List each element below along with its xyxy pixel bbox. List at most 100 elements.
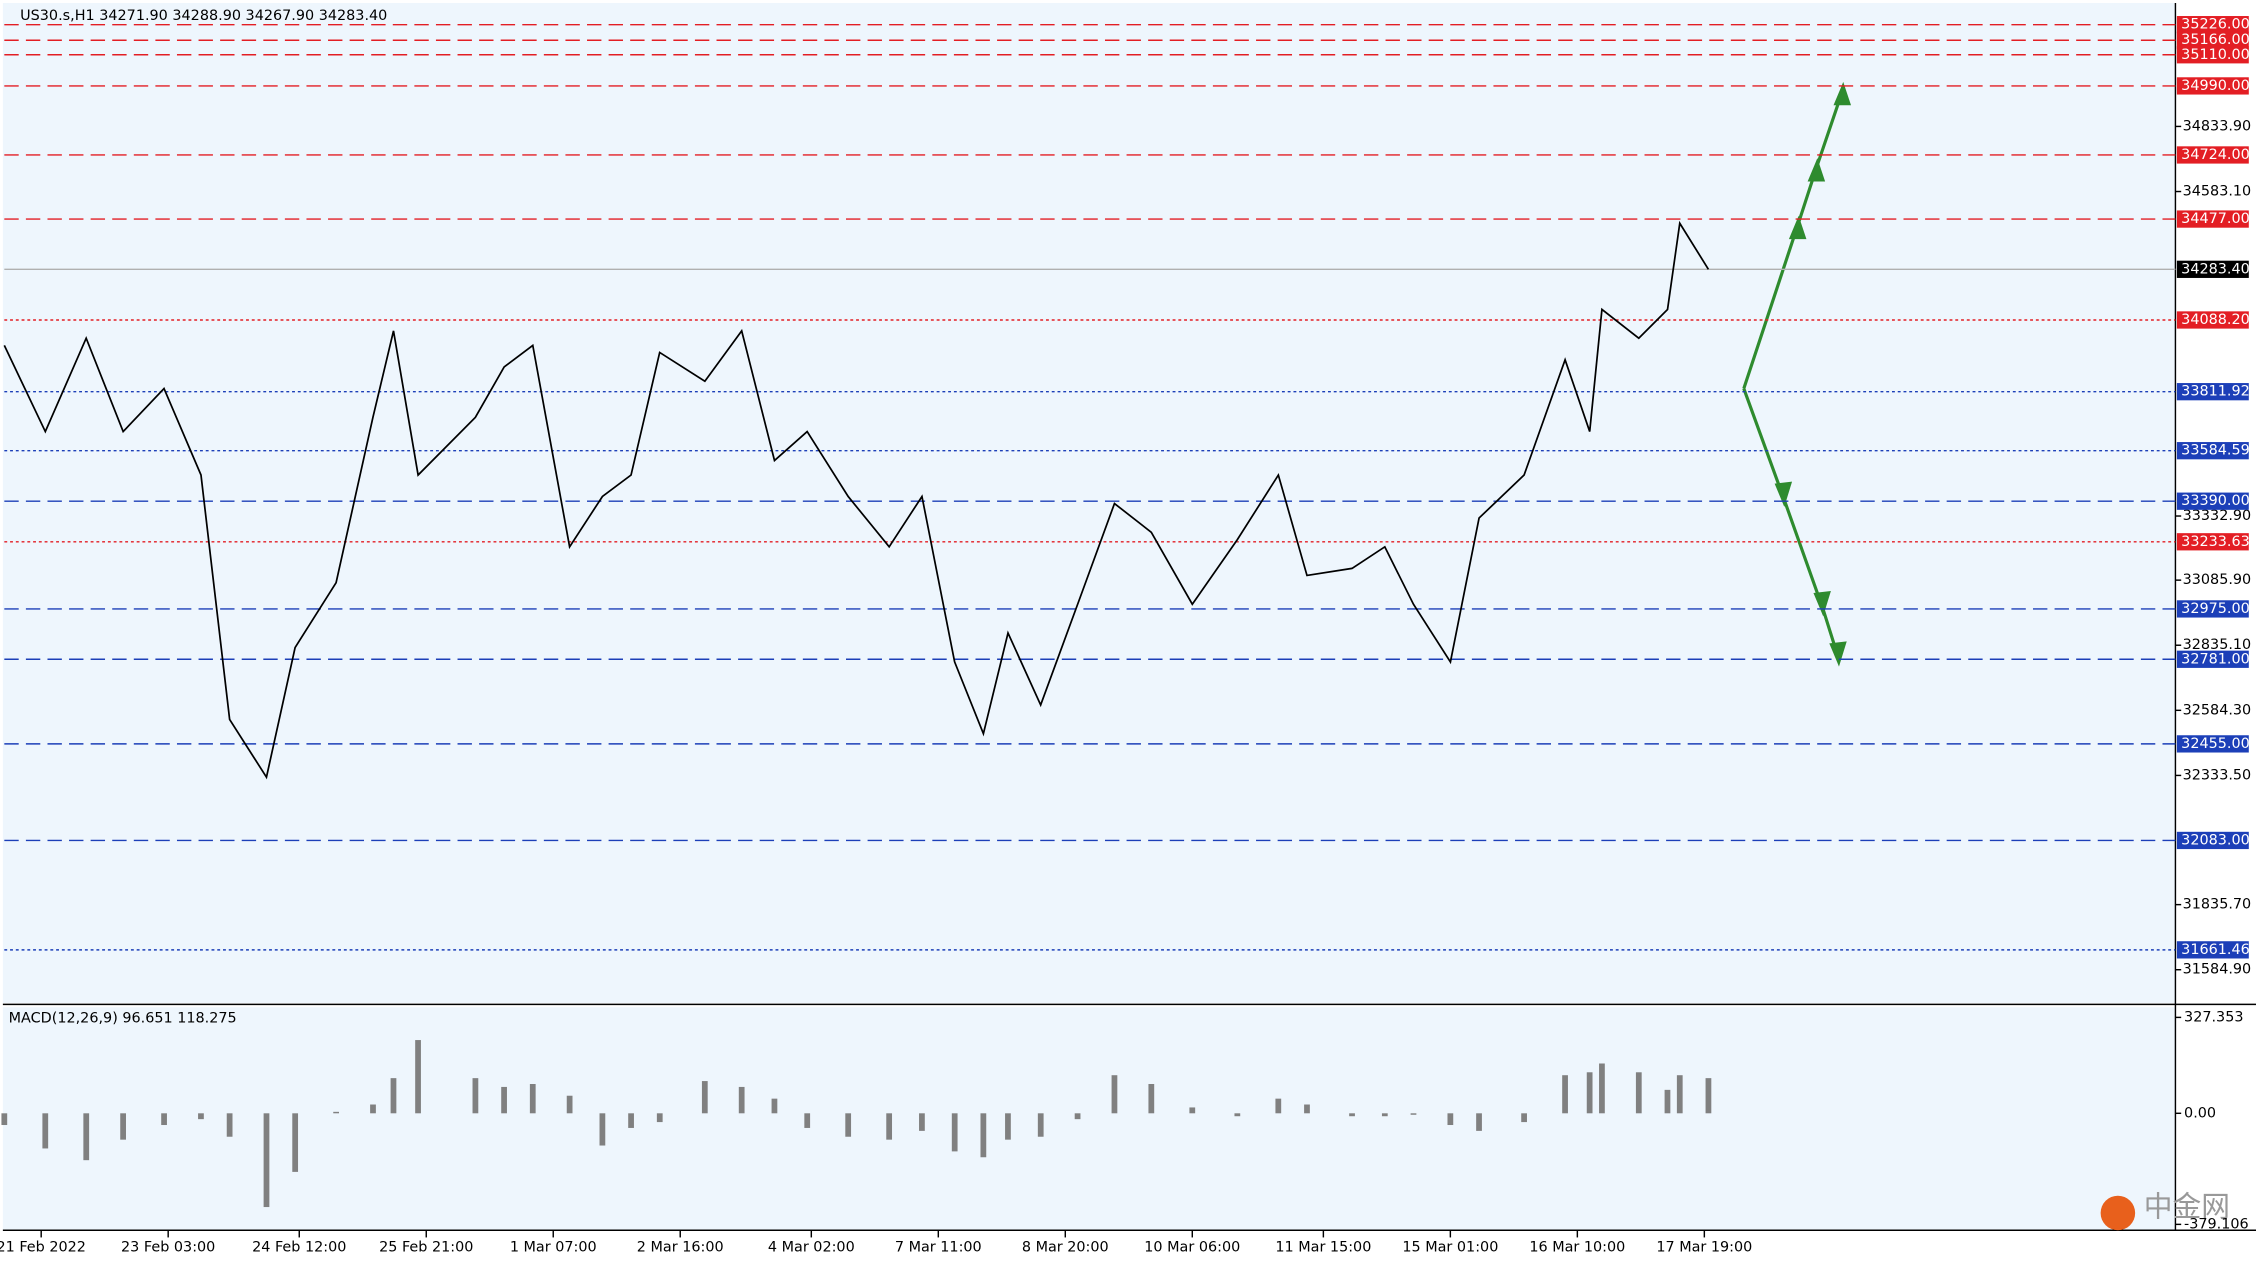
x-tick-label: 10 Mar 06:00 xyxy=(1144,1240,1240,1256)
level-label: 32975.00 xyxy=(2181,601,2250,617)
macd-bar xyxy=(771,1098,778,1114)
macd-bar xyxy=(628,1113,634,1128)
macd-bar xyxy=(1005,1113,1011,1140)
macd-y-tick-label: 327.353 xyxy=(2184,1009,2243,1025)
macd-bar xyxy=(951,1113,958,1152)
macd-y-tick-label: -379.106 xyxy=(2184,1216,2249,1232)
macd-bar xyxy=(1562,1075,1568,1114)
macd-bar xyxy=(472,1078,479,1114)
macd-bar xyxy=(1275,1098,1282,1114)
level-label-bg xyxy=(2176,46,2249,64)
price-panel xyxy=(2,2,2176,1003)
macd-bar xyxy=(1635,1072,1642,1114)
level-label-bg xyxy=(2176,650,2249,668)
macd-bar xyxy=(292,1113,299,1172)
macd-bar xyxy=(501,1086,507,1114)
level-label-bg xyxy=(2176,31,2249,49)
macd-bar xyxy=(161,1113,167,1126)
macd-bar xyxy=(415,1040,421,1114)
macd-bar xyxy=(1,1113,8,1126)
macd-bar xyxy=(42,1113,49,1149)
logo-icon xyxy=(2100,1195,2136,1231)
macd-bar xyxy=(1664,1089,1671,1114)
level-label-bg xyxy=(2176,383,2249,401)
macd-bar xyxy=(226,1113,233,1137)
y-tick-label: 34583.10 xyxy=(2183,184,2252,200)
x-tick-label: 25 Feb 21:00 xyxy=(379,1240,473,1256)
x-tick-label: 23 Feb 03:00 xyxy=(121,1240,215,1256)
x-tick-label: 17 Mar 19:00 xyxy=(1656,1240,1752,1256)
macd-bar xyxy=(566,1095,573,1114)
level-label: 34990.00 xyxy=(2181,78,2250,94)
macd-bar xyxy=(198,1113,204,1120)
level-label: 34724.00 xyxy=(2181,147,2250,163)
x-tick-label: 2 Mar 16:00 xyxy=(637,1240,724,1256)
x-tick-label: 1 Mar 07:00 xyxy=(510,1240,597,1256)
macd-bar xyxy=(83,1113,90,1161)
macd-bar xyxy=(1234,1113,1241,1117)
y-tick-label: 31835.70 xyxy=(2183,897,2252,913)
level-label: 34088.20 xyxy=(2181,312,2250,328)
macd-bar xyxy=(599,1113,606,1146)
macd-bar xyxy=(845,1113,852,1137)
macd-bar xyxy=(1381,1113,1388,1117)
macd-bar xyxy=(1074,1113,1081,1120)
macd-bar xyxy=(1676,1075,1683,1114)
macd-bar xyxy=(1521,1113,1527,1123)
watermark: 中金网 xyxy=(2144,1190,2230,1224)
level-label: 35110.00 xyxy=(2181,47,2250,63)
macd-bar xyxy=(656,1113,663,1123)
level-label-bg xyxy=(2176,533,2249,551)
x-tick-label: 4 Mar 02:00 xyxy=(768,1240,855,1256)
x-tick-label: 21 Feb 2022 xyxy=(0,1240,86,1256)
macd-bar xyxy=(390,1078,397,1114)
level-label-bg xyxy=(2176,442,2249,460)
macd-bar xyxy=(1705,1078,1712,1114)
macd-bar xyxy=(738,1086,745,1114)
macd-bar xyxy=(804,1113,811,1128)
chart-title: US30.s,H1 34271.90 34288.90 34267.90 342… xyxy=(20,8,387,24)
level-label: 33233.63 xyxy=(2181,534,2250,550)
macd-bar xyxy=(1037,1113,1044,1137)
level-label-bg xyxy=(2176,77,2249,95)
macd-bar xyxy=(1410,1113,1417,1115)
macd-title: MACD(12,26,9) 96.651 118.275 xyxy=(9,1011,237,1027)
x-tick-label: 16 Mar 10:00 xyxy=(1529,1240,1625,1256)
y-tick-label: 32584.30 xyxy=(2183,702,2252,718)
macd-bar xyxy=(1304,1104,1310,1114)
macd-bar xyxy=(333,1111,340,1114)
level-label-bg xyxy=(2176,492,2249,510)
level-label-bg xyxy=(2176,146,2249,164)
level-label-bg xyxy=(2176,735,2249,753)
macd-bar xyxy=(529,1084,536,1114)
level-label-bg xyxy=(2176,600,2249,618)
macd-bar xyxy=(886,1113,893,1140)
y-tick-label: 33085.90 xyxy=(2183,572,2252,588)
macd-bar xyxy=(701,1081,708,1114)
y-tick-label: 34833.90 xyxy=(2183,118,2252,134)
macd-bar xyxy=(370,1104,376,1114)
level-label: 32083.00 xyxy=(2181,832,2250,848)
macd-y-tick-label: 0.00 xyxy=(2184,1105,2216,1121)
macd-bar xyxy=(1148,1084,1155,1114)
level-label-bg xyxy=(2176,260,2249,278)
level-label-bg xyxy=(2176,311,2249,329)
price-line xyxy=(3,220,1710,780)
macd-bar xyxy=(1599,1063,1605,1114)
macd-bar xyxy=(1189,1107,1196,1114)
macd-bar xyxy=(1586,1072,1593,1114)
level-label-bg xyxy=(2176,210,2249,228)
y-tick-label: 32333.50 xyxy=(2183,767,2252,783)
forecast-arrows xyxy=(1742,81,1852,667)
level-label: 33811.92 xyxy=(2181,384,2250,400)
x-tick-label: 24 Feb 12:00 xyxy=(252,1240,346,1256)
macd-bar xyxy=(120,1113,126,1140)
macd-bar xyxy=(919,1113,925,1131)
level-label: 34477.00 xyxy=(2181,211,2250,227)
x-tick-label: 8 Mar 20:00 xyxy=(1022,1240,1109,1256)
macd-bar xyxy=(1476,1113,1482,1131)
x-tick-label: 15 Mar 01:00 xyxy=(1402,1240,1498,1256)
level-label-bg xyxy=(2176,831,2249,850)
y-tick-label: 32835.10 xyxy=(2183,637,2252,653)
